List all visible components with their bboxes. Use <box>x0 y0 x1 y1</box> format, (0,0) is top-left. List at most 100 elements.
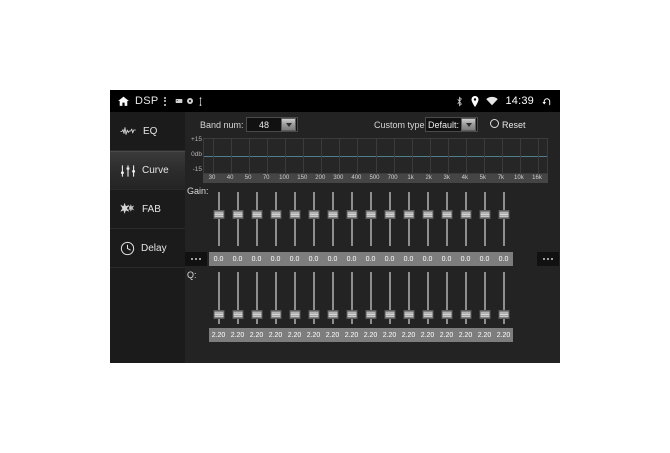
slider-handle[interactable] <box>323 190 342 248</box>
slider-track[interactable] <box>483 272 486 324</box>
slider-thumb[interactable] <box>346 310 357 319</box>
gain-more-right-icon[interactable] <box>537 252 559 266</box>
slider-thumb[interactable] <box>308 310 319 319</box>
gain-value-cell[interactable]: 0.0 <box>422 255 433 263</box>
gain-value-cell[interactable]: 0.0 <box>498 255 509 263</box>
slider-track[interactable] <box>350 192 353 246</box>
slider-track[interactable] <box>312 272 315 324</box>
chevron-down-icon[interactable] <box>461 118 476 131</box>
slider-thumb[interactable] <box>308 210 319 219</box>
slider-handle[interactable] <box>418 190 437 248</box>
slider-track[interactable] <box>255 272 258 324</box>
q-value-cell[interactable]: 2.20 <box>458 331 473 339</box>
slider-track[interactable] <box>388 192 391 246</box>
q-value-cell[interactable]: 2.20 <box>211 331 226 339</box>
slider-handle[interactable] <box>494 190 513 248</box>
gain-value-cell[interactable]: 0.0 <box>308 255 319 263</box>
slider-track[interactable] <box>293 192 296 246</box>
gain-value-cell[interactable]: 0.0 <box>327 255 338 263</box>
slider-track[interactable] <box>369 272 372 324</box>
slider-track[interactable] <box>445 272 448 324</box>
slider-track[interactable] <box>255 192 258 246</box>
q-value-cell[interactable]: 2.20 <box>268 331 283 339</box>
reset-radio[interactable] <box>490 119 499 128</box>
slider-handle[interactable] <box>437 272 456 326</box>
slider-track[interactable] <box>350 272 353 324</box>
slider-track[interactable] <box>331 192 334 246</box>
slider-track[interactable] <box>464 272 467 324</box>
kebab-menu-icon[interactable] <box>163 96 166 106</box>
slider-handle[interactable] <box>361 190 380 248</box>
gain-value-cell[interactable]: 0.0 <box>251 255 262 263</box>
slider-thumb[interactable] <box>327 310 338 319</box>
gain-value-cell[interactable]: 0.0 <box>479 255 490 263</box>
slider-handle[interactable] <box>399 272 418 326</box>
slider-thumb[interactable] <box>403 210 414 219</box>
slider-handle[interactable] <box>285 272 304 326</box>
slider-handle[interactable] <box>361 272 380 326</box>
custom-type-select[interactable]: Default: <box>425 117 478 132</box>
slider-track[interactable] <box>236 192 239 246</box>
slider-thumb[interactable] <box>365 210 376 219</box>
slider-handle[interactable] <box>304 190 323 248</box>
slider-handle[interactable] <box>228 272 247 326</box>
q-value-cell[interactable]: 2.20 <box>306 331 321 339</box>
slider-track[interactable] <box>312 192 315 246</box>
slider-track[interactable] <box>293 272 296 324</box>
slider-thumb[interactable] <box>346 210 357 219</box>
gain-value-cell[interactable]: 0.0 <box>365 255 376 263</box>
gain-value-cell[interactable]: 0.0 <box>460 255 471 263</box>
slider-thumb[interactable] <box>270 210 281 219</box>
slider-thumb[interactable] <box>365 310 376 319</box>
slider-handle[interactable] <box>247 190 266 248</box>
slider-handle[interactable] <box>304 272 323 326</box>
slider-handle[interactable] <box>380 190 399 248</box>
slider-handle[interactable] <box>209 190 228 248</box>
chevron-down-icon[interactable] <box>281 118 296 131</box>
slider-handle[interactable] <box>247 272 266 326</box>
back-arrow-icon[interactable] <box>541 96 552 107</box>
slider-handle[interactable] <box>494 272 513 326</box>
slider-handle[interactable] <box>380 272 399 326</box>
q-value-cell[interactable]: 2.20 <box>477 331 492 339</box>
gain-value-cell[interactable]: 0.0 <box>346 255 357 263</box>
slider-track[interactable] <box>217 272 220 324</box>
gain-value-cell[interactable]: 0.0 <box>441 255 452 263</box>
slider-thumb[interactable] <box>384 310 395 319</box>
slider-thumb[interactable] <box>289 310 300 319</box>
slider-thumb[interactable] <box>327 210 338 219</box>
slider-handle[interactable] <box>418 272 437 326</box>
slider-handle[interactable] <box>475 272 494 326</box>
q-value-cell[interactable]: 2.20 <box>287 331 302 339</box>
q-value-cell[interactable]: 2.20 <box>363 331 378 339</box>
slider-handle[interactable] <box>228 190 247 248</box>
slider-track[interactable] <box>274 272 277 324</box>
q-value-cell[interactable]: 2.20 <box>496 331 511 339</box>
slider-thumb[interactable] <box>441 310 452 319</box>
slider-thumb[interactable] <box>251 310 262 319</box>
slider-handle[interactable] <box>209 272 228 326</box>
q-value-cell[interactable]: 2.20 <box>325 331 340 339</box>
slider-track[interactable] <box>407 272 410 324</box>
q-value-cell[interactable]: 2.20 <box>439 331 454 339</box>
slider-track[interactable] <box>217 192 220 246</box>
q-value-cell[interactable]: 2.20 <box>344 331 359 339</box>
gain-value-cell[interactable]: 0.0 <box>384 255 395 263</box>
slider-track[interactable] <box>274 192 277 246</box>
sidebar-item-delay[interactable]: Delay <box>110 229 185 268</box>
slider-thumb[interactable] <box>479 310 490 319</box>
slider-handle[interactable] <box>342 190 361 248</box>
slider-handle[interactable] <box>437 190 456 248</box>
slider-thumb[interactable] <box>384 210 395 219</box>
slider-track[interactable] <box>388 272 391 324</box>
slider-track[interactable] <box>426 192 429 246</box>
slider-handle[interactable] <box>456 190 475 248</box>
gain-value-cell[interactable]: 0.0 <box>403 255 414 263</box>
gain-value-cell[interactable]: 0.0 <box>213 255 224 263</box>
slider-thumb[interactable] <box>213 210 224 219</box>
slider-thumb[interactable] <box>232 310 243 319</box>
q-value-cell[interactable]: 2.20 <box>230 331 245 339</box>
q-value-cell[interactable]: 2.20 <box>401 331 416 339</box>
slider-track[interactable] <box>445 192 448 246</box>
gain-value-cell[interactable]: 0.0 <box>270 255 281 263</box>
